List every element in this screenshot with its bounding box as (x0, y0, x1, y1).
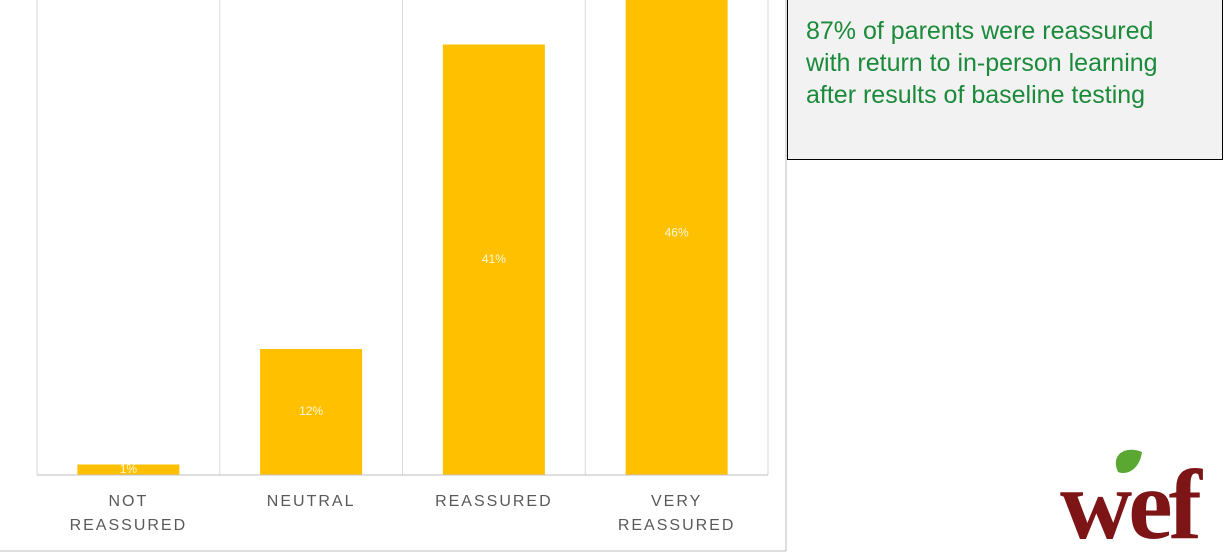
data-label: 1% (120, 462, 138, 476)
data-label: 41% (482, 252, 506, 266)
logo: wef (1060, 449, 1202, 560)
x-tick-label: NEUTRAL (266, 493, 356, 510)
data-label: 46% (665, 226, 689, 240)
x-tick-label: VERY REASSURED (617, 493, 736, 534)
x-tick-label: NOT REASSURED (69, 493, 188, 534)
bar (442, 44, 545, 475)
x-tick-label: REASSURED (435, 493, 553, 510)
bar (77, 464, 180, 475)
logo-leaf (1115, 449, 1142, 474)
annotation: 87% of parents were reassured with retur… (787, 0, 1223, 160)
bar (260, 349, 363, 475)
bar (625, 0, 728, 475)
data-label: 12% (299, 404, 323, 418)
